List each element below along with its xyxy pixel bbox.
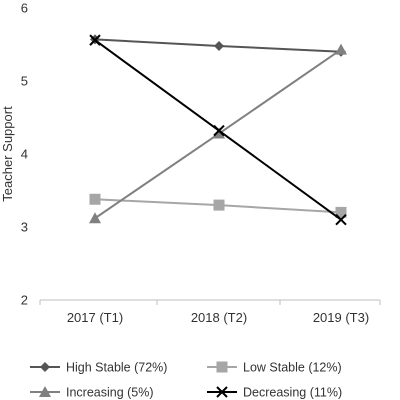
plot-area: 2 3 4 5 6 2017 (T1) 2018 (T2) 2019 (T3): [21, 1, 381, 325]
series-1: [90, 34, 346, 57]
data-point: [213, 199, 225, 211]
legend-item: Decreasing (11%): [207, 386, 342, 400]
y-tick-label: 3: [21, 220, 28, 235]
y-tick-label: 4: [21, 147, 28, 162]
legend-item: Low Stable (12%): [207, 361, 342, 375]
series-layer: [89, 34, 347, 226]
legend-marker: [216, 386, 228, 398]
x-tick-label: 2019 (T3): [313, 310, 369, 325]
data-point: [214, 40, 224, 51]
y-tick-label: 5: [21, 74, 28, 89]
legend-label: Decreasing (11%): [243, 386, 342, 400]
y-tick-label: 2: [21, 293, 28, 308]
series-4: [89, 34, 347, 226]
data-point: [335, 213, 347, 226]
data-point: [89, 212, 101, 224]
legend-label: Low Stable (12%): [243, 361, 342, 375]
data-point: [335, 206, 347, 218]
legend-marker: [40, 362, 50, 372]
series-3: [89, 43, 347, 224]
data-point: [335, 43, 347, 55]
data-point: [89, 34, 101, 46]
legend: High Stable (72%) Low Stable (12%) Increas…: [30, 361, 342, 400]
y-axis-title: Teacher Support: [0, 106, 15, 202]
legend-marker: [39, 386, 51, 397]
legend-item: High Stable (72%): [30, 361, 167, 375]
legend-marker: [216, 361, 228, 373]
legend-item: Increasing (5%): [30, 386, 154, 400]
y-tick-label: 6: [21, 1, 28, 16]
data-point: [89, 193, 101, 205]
x-tick-label: 2018 (T2): [191, 310, 247, 325]
series-2: [89, 193, 347, 218]
data-point: [213, 124, 225, 137]
legend-label: Increasing (5%): [66, 386, 154, 400]
legend-label: High Stable (72%): [66, 361, 167, 375]
x-axis-ticks: 2017 (T1) 2018 (T2) 2019 (T3): [39, 300, 381, 325]
data-point: [213, 127, 225, 139]
x-tick-label: 2017 (T1): [67, 310, 123, 325]
y-axis-ticks: 2 3 4 5 6: [21, 1, 28, 308]
